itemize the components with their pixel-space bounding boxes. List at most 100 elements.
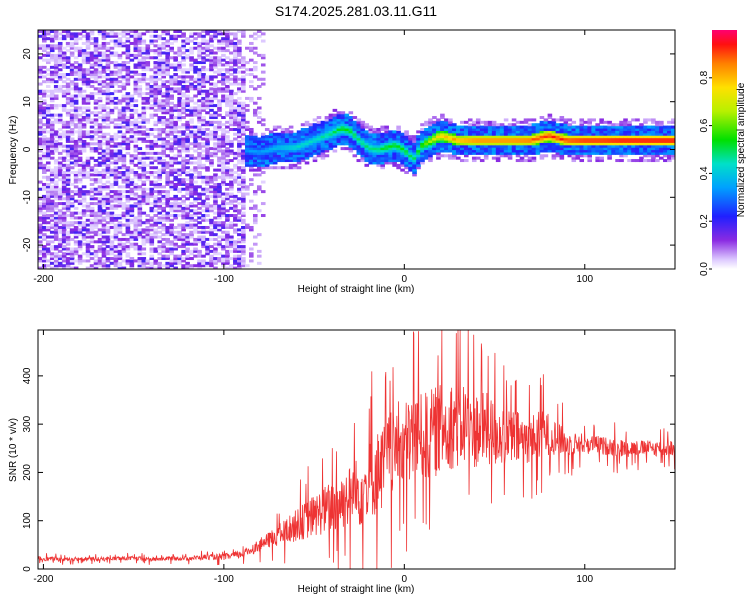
heatmap-cell xyxy=(539,132,545,136)
heatmap-cell xyxy=(133,39,139,43)
heatmap-cell xyxy=(440,135,445,139)
heatmap-cell xyxy=(173,104,178,108)
heatmap-cell xyxy=(627,120,632,124)
heatmap-cell xyxy=(511,147,517,151)
heatmap-cell xyxy=(89,173,95,177)
heatmap-cell xyxy=(181,51,186,55)
heatmap-cell xyxy=(201,46,206,50)
heatmap-cell xyxy=(197,127,202,131)
heatmap-cell xyxy=(591,144,596,148)
heatmap-cell xyxy=(217,163,222,167)
heatmap-cell xyxy=(304,127,310,131)
heatmap-cell xyxy=(129,192,135,196)
heatmap-cell xyxy=(487,142,493,146)
heatmap-cell xyxy=(193,218,198,222)
heatmap-cell xyxy=(360,123,366,127)
heatmap-cell xyxy=(41,89,47,93)
heatmap-cell xyxy=(471,149,477,153)
heatmap-cell xyxy=(137,34,143,38)
heatmap-cell xyxy=(296,149,302,153)
heatmap-cell xyxy=(229,249,234,253)
heatmap-cell xyxy=(368,135,374,139)
heatmap-cell xyxy=(436,118,441,122)
heatmap-cell xyxy=(543,130,549,134)
heatmap-cell xyxy=(467,132,473,136)
heatmap-cell xyxy=(304,161,310,165)
heatmap-cell xyxy=(141,182,147,186)
heatmap-cell xyxy=(57,41,63,45)
heatmap-cell xyxy=(201,120,206,124)
heatmap-cell xyxy=(125,199,131,203)
heatmap-cell xyxy=(177,51,182,55)
heatmap-cell xyxy=(121,113,127,117)
heatmap-cell xyxy=(165,61,170,65)
heatmap-cell xyxy=(352,135,358,139)
heatmap-cell xyxy=(241,70,246,74)
heatmap-cell xyxy=(372,147,378,151)
heatmap-cell xyxy=(49,39,55,43)
heatmap-cell xyxy=(460,139,465,143)
heatmap-cell xyxy=(217,73,222,77)
heatmap-cell xyxy=(137,87,143,91)
heatmap-cell xyxy=(73,34,79,38)
heatmap-cell xyxy=(49,257,55,261)
heatmap-cell xyxy=(65,247,71,251)
heatmap-cell xyxy=(217,68,222,72)
heatmap-cell xyxy=(129,156,135,160)
heatmap-cell xyxy=(197,41,202,45)
heatmap-cell xyxy=(503,144,509,148)
heatmap-cell xyxy=(165,233,170,237)
heatmap-cell xyxy=(412,139,417,143)
heatmap-cell xyxy=(105,77,111,81)
heatmap-cell xyxy=(141,180,147,184)
heatmap-cell xyxy=(527,123,533,127)
heatmap-cell xyxy=(475,156,481,160)
heatmap-cell xyxy=(615,147,620,151)
heatmap-cell xyxy=(161,70,166,74)
heatmap-cell xyxy=(149,171,155,174)
heatmap-cell xyxy=(213,178,218,182)
heatmap-cell xyxy=(217,168,222,172)
heatmap-cell xyxy=(77,228,83,232)
heatmap-cell xyxy=(41,99,47,103)
heatmap-cell xyxy=(53,237,59,241)
heatmap-cell xyxy=(396,144,401,148)
heatmap-cell xyxy=(101,46,107,50)
heatmap-cell xyxy=(241,187,246,191)
heatmap-cell xyxy=(372,142,378,146)
heatmap-cell xyxy=(448,130,453,134)
heatmap-cell xyxy=(169,80,174,84)
heatmap-cell xyxy=(225,80,230,84)
heatmap-cell xyxy=(543,142,549,146)
heatmap-cell xyxy=(117,245,123,249)
heatmap-cell xyxy=(221,192,226,196)
heatmap-cell xyxy=(213,206,218,210)
heatmap-cell xyxy=(85,44,91,48)
heatmap-cell xyxy=(173,30,178,33)
heatmap-cell xyxy=(456,151,461,155)
heatmap-cell xyxy=(432,137,437,141)
heatmap-cell xyxy=(217,127,222,131)
heatmap-cell xyxy=(519,156,525,160)
heatmap-cell xyxy=(117,99,123,103)
heatmap-cell xyxy=(611,125,616,129)
heatmap-cell xyxy=(495,135,501,139)
heatmap-cell xyxy=(89,245,95,249)
heatmap-cell xyxy=(101,135,107,139)
heatmap-cell xyxy=(237,211,242,215)
heatmap-cell xyxy=(452,139,457,143)
heatmap-cell xyxy=(137,77,143,81)
heatmap-cell xyxy=(288,149,294,153)
heatmap-cell xyxy=(165,118,170,122)
heatmap-cell xyxy=(69,32,75,36)
heatmap-cell xyxy=(121,135,127,139)
heatmap-cell xyxy=(105,82,111,86)
heatmap-cell xyxy=(85,130,91,134)
heatmap-cell xyxy=(340,137,346,141)
heatmap-cell xyxy=(81,34,87,38)
heatmap-cell xyxy=(189,252,194,256)
heatmap-cell xyxy=(97,51,103,55)
heatmap-cell xyxy=(635,149,640,153)
heatmap-cell xyxy=(304,135,310,139)
heatmap-cell xyxy=(181,237,186,241)
